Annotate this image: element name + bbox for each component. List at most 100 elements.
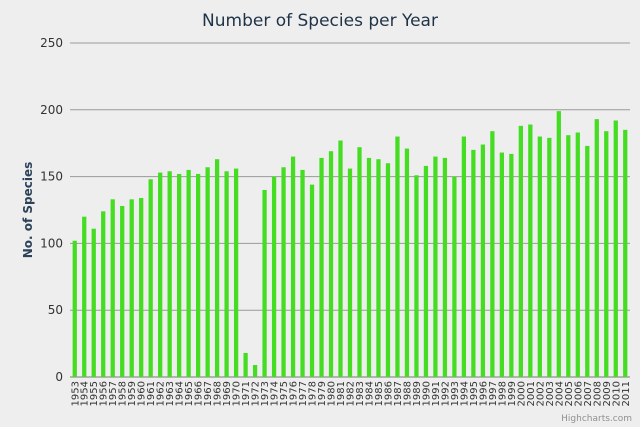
bar-1956 (101, 211, 106, 377)
bar-1960 (139, 197, 144, 377)
x-tick-label: 1969 (222, 381, 233, 406)
bar-1953 (72, 240, 77, 377)
bar-2001 (528, 124, 533, 377)
x-tick-label: 1998 (497, 381, 508, 406)
x-tick-label: 1955 (89, 381, 100, 406)
bar-1986 (385, 163, 391, 377)
x-tick-label: 1958 (118, 381, 129, 406)
x-tick-label: 2005 (564, 381, 575, 406)
bar-2011 (623, 129, 628, 377)
x-tick-label: 1977 (298, 381, 309, 406)
x-tick-label: 1965 (184, 381, 195, 406)
x-tick-label: 2001 (526, 381, 537, 406)
bar-1980 (328, 151, 334, 377)
bar-1964 (177, 173, 182, 377)
bar-1959 (129, 199, 134, 377)
x-tick-label: 1979 (317, 381, 328, 406)
bar-1998 (499, 152, 504, 377)
x-tick-label: 1954 (80, 381, 91, 406)
x-tick-label: 1978 (308, 381, 319, 406)
x-tick-label: 1974 (270, 381, 281, 406)
bar-1991 (433, 156, 438, 377)
chart-title: Number of Species per Year (202, 11, 438, 31)
bar-1985 (376, 159, 381, 377)
x-tick-label: 2009 (602, 381, 613, 406)
bar-1990 (423, 165, 429, 377)
x-tick-label: 1996 (478, 381, 489, 406)
bar-2003 (547, 137, 552, 377)
bar-2008 (594, 119, 599, 378)
x-tick-label: 2008 (592, 381, 603, 406)
bar-1957 (110, 199, 115, 377)
bar-1982 (347, 168, 353, 377)
bar-1961 (148, 179, 153, 377)
x-tick-label: 1967 (203, 381, 214, 406)
bar-1978 (309, 184, 315, 377)
bar-1967 (205, 167, 210, 377)
y-tick-label: 0 (55, 370, 63, 384)
x-tick-label: 2007 (583, 381, 594, 406)
bar-2009 (604, 131, 609, 377)
x-tick-label: 2003 (545, 381, 556, 406)
x-tick-label: 1963 (165, 381, 176, 406)
x-tick-label: 2002 (535, 381, 546, 406)
x-tick-label: 1960 (137, 381, 148, 406)
bar-2007 (585, 145, 590, 377)
bar-1958 (120, 205, 125, 377)
bar-1968 (214, 159, 220, 377)
y-tick-label: 200 (40, 103, 63, 117)
x-tick-label: 1997 (488, 381, 499, 406)
y-tick-label: 150 (40, 170, 63, 184)
x-tick-label: 1993 (450, 381, 461, 406)
x-tick-label: 1989 (412, 381, 423, 406)
bar-1992 (442, 157, 448, 377)
bar-1996 (480, 144, 486, 377)
x-tick-label: 1995 (469, 381, 480, 406)
bar-2006 (575, 132, 580, 377)
x-tick-label: 1975 (279, 381, 290, 406)
x-tick-label: 2011 (621, 381, 632, 406)
x-tick-label: 1985 (374, 381, 385, 406)
x-tick-label: 1981 (336, 381, 347, 406)
x-tick-label: 1973 (260, 381, 271, 406)
y-tick-label: 100 (40, 236, 63, 250)
x-tick-label: 2006 (573, 381, 584, 406)
bar-1987 (395, 136, 400, 377)
bar-1995 (471, 149, 476, 377)
x-tick-label: 2010 (611, 381, 622, 406)
y-axis-label: No. of Species (21, 162, 35, 259)
bar-2002 (537, 136, 542, 377)
x-tick-label: 1971 (241, 381, 252, 406)
bar-2010 (613, 120, 618, 378)
x-tick-label: 1957 (108, 381, 119, 406)
bar-1969 (224, 171, 229, 377)
x-tick-label: 1966 (194, 381, 205, 406)
x-tick-label: 1953 (70, 381, 81, 406)
bar-2005 (566, 135, 571, 377)
x-axis-ticks: 1953195419551956195719581959196019611962… (70, 381, 632, 406)
y-tick-label: 50 (48, 303, 63, 317)
x-tick-label: 1986 (383, 381, 394, 406)
bar-2000 (518, 125, 523, 377)
x-tick-label: 1972 (251, 381, 262, 406)
bar-1973 (262, 189, 267, 377)
x-tick-label: 1990 (421, 381, 432, 406)
x-tick-label: 2004 (554, 381, 565, 406)
y-tick-label: 250 (40, 36, 63, 50)
bar-1979 (319, 157, 324, 377)
bar-1966 (196, 173, 201, 377)
x-tick-label: 1970 (232, 381, 243, 406)
bar-1975 (281, 167, 286, 377)
x-tick-label: 1999 (507, 381, 518, 406)
bar-1984 (366, 157, 372, 377)
bar-1962 (158, 172, 163, 377)
x-tick-label: 1964 (175, 381, 186, 406)
bar-1970 (233, 168, 239, 377)
x-tick-label: 1980 (327, 381, 338, 406)
x-tick-label: 1982 (346, 381, 357, 406)
x-tick-label: 1956 (99, 381, 110, 406)
bars (72, 111, 628, 378)
x-tick-label: 1992 (440, 381, 451, 406)
